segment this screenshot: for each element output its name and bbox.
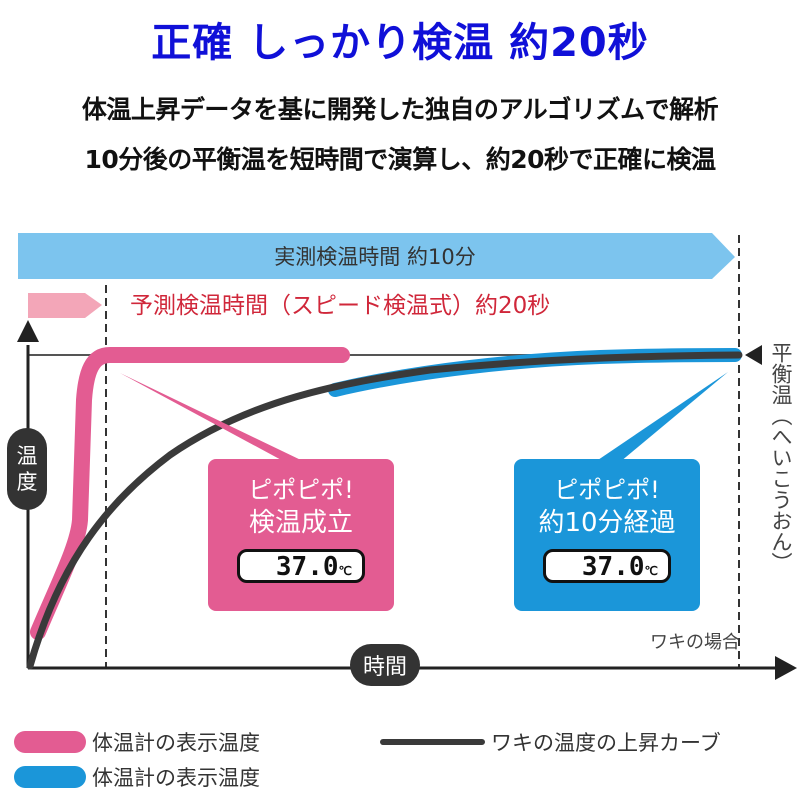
legend-item-blue: 体温計の表示温度 <box>14 762 260 792</box>
predicted-callout: ピポピポ! 検温成立 37.0℃ <box>208 459 394 611</box>
y-axis-arrow-icon <box>17 320 39 342</box>
predicted-callout-line-2: 検温成立 <box>248 508 353 538</box>
measured-lcd-display: 37.0℃ <box>543 549 671 583</box>
measured-lcd-value: 37.0 <box>581 552 645 582</box>
legend-item-gray: ワキの温度の上昇カーブ <box>380 727 721 757</box>
measured-time-bar <box>18 233 735 279</box>
legend-item-pink: 体温計の表示温度 <box>14 727 260 757</box>
measured-time-label: 実測検温時間 約10分 <box>274 245 476 269</box>
predicted-time-label: 予測検温時間（スピード検温式）約20秒 <box>130 293 551 319</box>
x-axis-arrow-icon <box>775 656 797 680</box>
legend-label-pink: 体温計の表示温度 <box>92 731 260 755</box>
legend-swatch-pink <box>14 731 86 753</box>
measured-callout-line-2: 約10分経過 <box>538 508 676 538</box>
y-axis-label: 温 度 <box>7 428 47 510</box>
predicted-callout-line-1: ピポピポ! <box>248 476 354 504</box>
legend-label-blue: 体温計の表示温度 <box>92 766 260 790</box>
predicted-lcd-unit: ℃ <box>338 564 352 578</box>
measured-callout-line-1: ピポピポ! <box>554 476 660 504</box>
page-title: 正確 しっかり検温 約20秒 <box>151 20 649 66</box>
equilibrium-marker-icon <box>745 345 762 365</box>
subtitle-line-1: 体温上昇データを基に開発した独自のアルゴリズムで解析 <box>81 95 719 124</box>
equilibrium-label: 平衡温（へいこうおん） <box>769 342 793 573</box>
legend-swatch-gray <box>380 739 485 745</box>
predicted-lcd-value: 37.0 <box>275 552 339 582</box>
location-note: ワキの場合 <box>650 632 740 653</box>
blue-callout-pointer <box>595 372 728 462</box>
measured-callout: ピポピポ! 約10分経過 37.0℃ <box>514 459 700 611</box>
armpit-temperature-curve <box>26 351 743 670</box>
predicted-lcd-display: 37.0℃ <box>237 549 365 583</box>
y-axis-label-char-1: 温 <box>16 443 38 468</box>
legend-label-gray: ワキの温度の上昇カーブ <box>491 731 721 755</box>
predicted-time-bar <box>28 293 102 318</box>
pink-callout-pointer <box>120 373 305 462</box>
measured-lcd-unit: ℃ <box>644 564 658 578</box>
legend-swatch-blue <box>14 766 86 788</box>
y-axis-label-char-2: 度 <box>16 470 38 494</box>
x-axis-label: 時間 <box>350 644 420 686</box>
subtitle-line-2: 10分後の平衡温を短時間で演算し、約20秒で正確に検温 <box>84 145 716 174</box>
